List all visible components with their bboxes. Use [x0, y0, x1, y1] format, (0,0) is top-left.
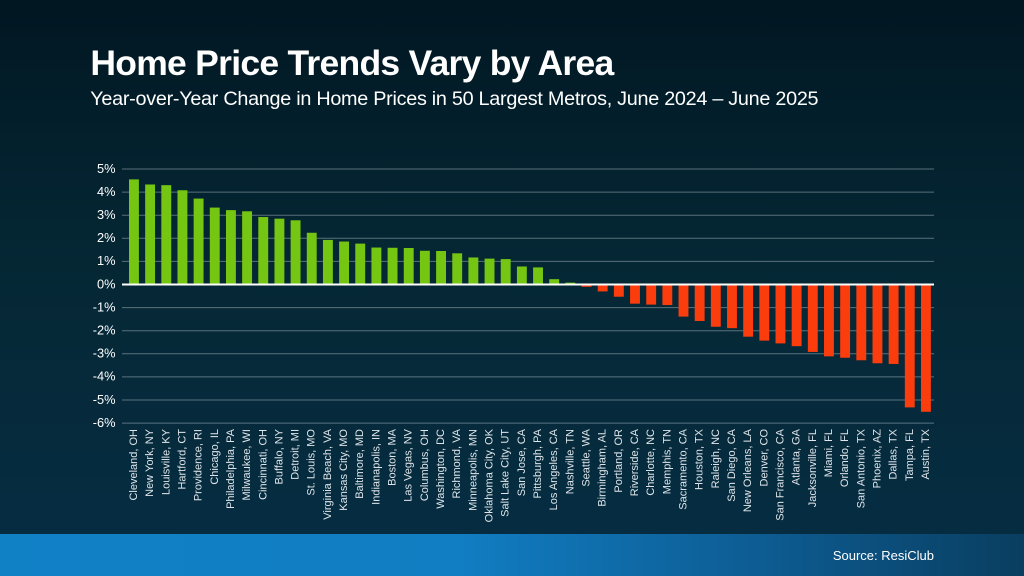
svg-text:5%: 5% [97, 161, 116, 176]
svg-text:Miami, FL: Miami, FL [823, 429, 835, 477]
svg-text:Los Angeles, CA: Los Angeles, CA [548, 428, 560, 510]
svg-text:Baltimore, MD: Baltimore, MD [354, 429, 366, 499]
svg-text:Phoenix, AZ: Phoenix, AZ [871, 429, 883, 489]
svg-text:Sacramento, CA: Sacramento, CA [677, 428, 689, 509]
svg-text:0%: 0% [97, 276, 116, 291]
svg-text:Las Vegas, NV: Las Vegas, NV [403, 428, 415, 501]
svg-text:Orlando, FL: Orlando, FL [839, 429, 851, 487]
svg-text:Austin, TX: Austin, TX [920, 428, 932, 479]
svg-text:Cincinnati, OH: Cincinnati, OH [257, 429, 269, 500]
svg-text:Kansas City, MO: Kansas City, MO [338, 429, 350, 511]
svg-text:St. Louis, MO: St. Louis, MO [306, 429, 318, 496]
svg-text:Houston, TX: Houston, TX [694, 428, 706, 490]
svg-text:Charlotte, NC: Charlotte, NC [645, 429, 657, 496]
svg-text:Pittsburgh, PA: Pittsburgh, PA [532, 428, 544, 498]
svg-text:Dallas, TX: Dallas, TX [888, 428, 900, 479]
svg-text:Columbus, OH: Columbus, OH [419, 429, 431, 501]
svg-text:Richmond, VA: Richmond, VA [451, 428, 463, 498]
svg-text:-3%: -3% [93, 346, 116, 361]
svg-text:3%: 3% [97, 207, 116, 222]
svg-text:4%: 4% [97, 184, 116, 199]
svg-text:Indianapolis, IN: Indianapolis, IN [370, 429, 382, 505]
svg-text:San Jose, CA: San Jose, CA [516, 428, 528, 496]
svg-text:Philadelphia, PA: Philadelphia, PA [225, 428, 237, 509]
svg-text:-5%: -5% [93, 392, 116, 407]
svg-text:Buffalo, NY: Buffalo, NY [273, 428, 285, 484]
svg-text:-4%: -4% [93, 369, 116, 384]
svg-text:Tampa, FL: Tampa, FL [904, 429, 916, 481]
svg-text:Boston, MA: Boston, MA [387, 428, 399, 486]
svg-text:Virginia Beach, VA: Virginia Beach, VA [322, 428, 334, 519]
svg-text:Providence, RI: Providence, RI [193, 429, 205, 501]
svg-text:Jacksonville, FL: Jacksonville, FL [807, 429, 819, 507]
svg-text:Seattle, WA: Seattle, WA [581, 428, 593, 486]
svg-text:San Antonio, TX: San Antonio, TX [855, 428, 867, 508]
svg-text:Minneapolis, MN: Minneapolis, MN [467, 429, 479, 511]
svg-text:Raleigh, NC: Raleigh, NC [710, 429, 722, 488]
svg-text:Milwaukee, WI: Milwaukee, WI [241, 429, 253, 501]
svg-text:Cleveland, OH: Cleveland, OH [128, 429, 140, 501]
svg-text:Chicago, IL: Chicago, IL [209, 429, 221, 485]
svg-text:Salt Lake City, UT: Salt Lake City, UT [500, 429, 512, 517]
svg-text:Riverside, CA: Riverside, CA [629, 428, 641, 496]
svg-text:Detroit, MI: Detroit, MI [290, 429, 302, 480]
svg-text:Denver, CO: Denver, CO [758, 429, 770, 487]
svg-text:New York, NY: New York, NY [144, 428, 156, 497]
svg-text:Nashville, TN: Nashville, TN [564, 429, 576, 494]
svg-text:-6%: -6% [93, 415, 116, 430]
svg-text:Birmingham, AL: Birmingham, AL [597, 429, 609, 507]
svg-text:Memphis, TN: Memphis, TN [661, 429, 673, 494]
svg-text:-2%: -2% [93, 323, 116, 338]
svg-text:Oklahoma City, OK: Oklahoma City, OK [484, 428, 496, 522]
svg-text:-1%: -1% [93, 299, 116, 314]
svg-text:Hartford, CT: Hartford, CT [176, 429, 188, 490]
svg-text:Portland, OR: Portland, OR [613, 429, 625, 493]
svg-text:Louisville, KY: Louisville, KY [160, 428, 172, 495]
svg-text:1%: 1% [97, 253, 116, 268]
svg-text:2%: 2% [97, 230, 116, 245]
svg-text:Atlanta, GA: Atlanta, GA [791, 428, 803, 485]
svg-text:Washington, DC: Washington, DC [435, 429, 447, 509]
svg-text:San Francisco, CA: San Francisco, CA [774, 428, 786, 520]
svg-text:San Diego, CA: San Diego, CA [726, 428, 738, 501]
svg-text:New Orleans, LA: New Orleans, LA [742, 428, 754, 512]
